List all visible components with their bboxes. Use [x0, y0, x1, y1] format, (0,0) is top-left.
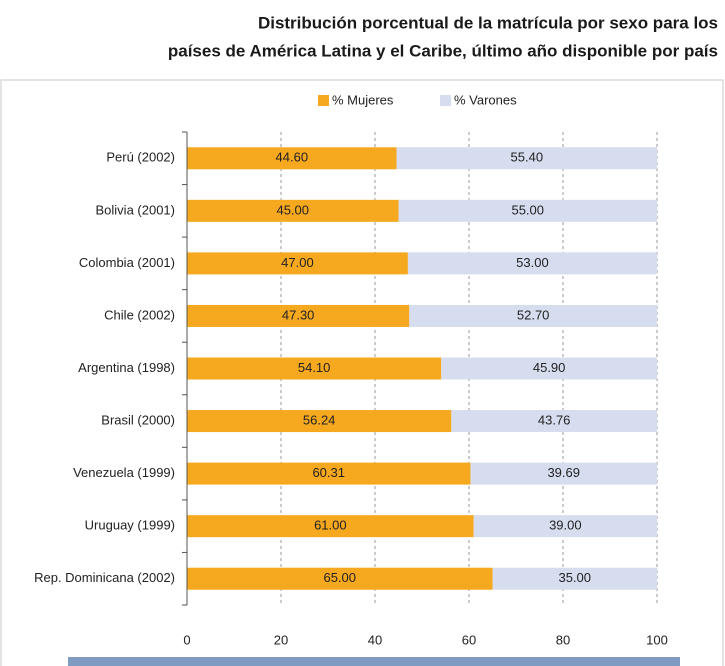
bar-segment [187, 515, 474, 538]
y-tick-label: Perú (2002) [106, 150, 175, 165]
bar-segment [398, 199, 657, 222]
x-tick-label: 40 [368, 632, 382, 647]
value-label: 61.00 [314, 518, 347, 533]
y-tick-label: Uruguay (1999) [85, 518, 175, 533]
x-tick-label: 80 [556, 632, 570, 647]
value-label: 43.76 [538, 412, 571, 427]
bar-segment [187, 199, 399, 222]
value-label: 55.00 [511, 202, 544, 217]
x-tick-label: 60 [462, 632, 476, 647]
value-label: 60.31 [312, 465, 345, 480]
value-label: 44.60 [276, 150, 309, 165]
value-label: 47.30 [282, 307, 315, 322]
bar-segment [407, 252, 657, 275]
chart-title: países de América Latina y el Caribe, úl… [168, 41, 718, 60]
bar-segment [187, 252, 408, 275]
bar-segment [187, 567, 493, 590]
y-tick-label: Chile (2002) [104, 307, 175, 322]
y-tick-label: Rep. Dominicana (2002) [34, 570, 175, 585]
bar-segment [187, 410, 452, 433]
bar-segment [187, 462, 471, 485]
bar-segment [451, 410, 657, 433]
chart-frame [0, 79, 724, 666]
bar-segment [187, 357, 442, 380]
value-label: 65.00 [323, 570, 356, 585]
value-label: 35.00 [558, 570, 591, 585]
bar-segment [441, 357, 657, 380]
value-label: 52.70 [517, 307, 550, 322]
bar-segment [492, 567, 657, 590]
value-label: 45.00 [276, 202, 309, 217]
value-label: 54.10 [298, 360, 331, 375]
bar-segment [473, 515, 657, 538]
value-label: 45.90 [533, 360, 566, 375]
x-tick-label: 100 [646, 632, 668, 647]
value-label: 53.00 [516, 255, 549, 270]
value-label: 39.69 [547, 465, 580, 480]
y-tick-label: Colombia (2001) [79, 255, 175, 270]
bar-segment [409, 304, 657, 327]
legend-label: % Mujeres [332, 92, 394, 107]
x-tick-label: 20 [274, 632, 288, 647]
bar-segment [470, 462, 657, 485]
bar-segment [187, 147, 397, 170]
bottom-band [68, 657, 680, 666]
legend-swatch [440, 95, 451, 106]
bar-segment [187, 304, 410, 327]
value-label: 39.00 [549, 518, 582, 533]
value-label: 55.40 [511, 150, 544, 165]
y-tick-label: Venezuela (1999) [73, 465, 175, 480]
bar-segment [396, 147, 657, 170]
x-tick-label: 0 [183, 632, 190, 647]
y-tick-label: Argentina (1998) [78, 360, 175, 375]
legend-swatch [318, 95, 329, 106]
chart-title: Distribución porcentual de la matrícula … [258, 13, 718, 32]
value-label: 47.00 [281, 255, 314, 270]
legend-label: % Varones [454, 92, 517, 107]
value-label: 56.24 [303, 412, 336, 427]
y-tick-label: Brasil (2000) [101, 412, 175, 427]
y-tick-label: Bolivia (2001) [96, 202, 176, 217]
